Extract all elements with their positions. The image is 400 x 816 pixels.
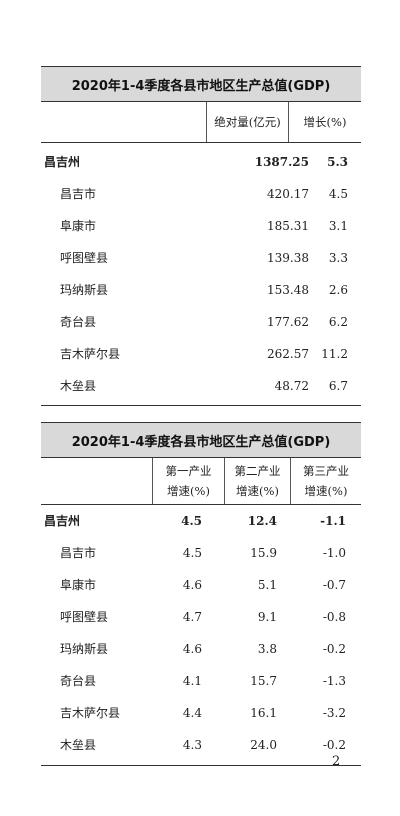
- table1-body: 昌吉州 1387.25 5.3 昌吉市 420.17 4.5 阜康市 185.31 3.1 呼图壁…: [41, 143, 361, 406]
- secondary-growth: 9.1: [257, 610, 277, 624]
- secondary-growth: 3.8: [257, 642, 277, 656]
- table-row: 阜康市 4.6 5.1 -0.7: [41, 569, 361, 601]
- header-divider: [224, 458, 225, 504]
- header-divider: [288, 102, 289, 142]
- secondary-growth: 15.7: [250, 674, 277, 688]
- region-name: 玛纳斯县: [60, 642, 109, 656]
- table-row: 木垒县 4.3 24.0 -0.2: [41, 729, 361, 761]
- region-name: 昌吉市: [60, 546, 97, 560]
- col-header-secondary: 第二产业 增速(%): [225, 458, 290, 504]
- tertiary-growth: -0.2: [322, 738, 346, 752]
- table-row: 昌吉州 4.5 12.4 -1.1: [41, 505, 361, 537]
- table-row: 呼图壁县 4.7 9.1 -0.8: [41, 601, 361, 633]
- growth-value: 2.6: [328, 283, 348, 297]
- region-name: 吉木萨尔县: [60, 706, 121, 720]
- table-row: 阜康市 185.31 3.1: [41, 210, 361, 242]
- absolute-value: 185.31: [267, 219, 309, 233]
- region-name: 吉木萨尔县: [60, 347, 121, 361]
- table1-header: 绝对量(亿元) 增长(%): [41, 102, 361, 143]
- region-name: 木垒县: [60, 379, 97, 393]
- table-row: 玛纳斯县 4.6 3.8 -0.2: [41, 633, 361, 665]
- absolute-value: 262.57: [267, 347, 309, 361]
- tertiary-growth: -0.2: [322, 642, 346, 656]
- table-row: 木垒县 48.72 6.7: [41, 370, 361, 402]
- region-name: 奇台县: [60, 315, 97, 329]
- primary-growth: 4.6: [182, 578, 202, 592]
- region-name: 昌吉州: [44, 514, 81, 528]
- table2-body: 昌吉州 4.5 12.4 -1.1 昌吉市 4.5 15.9 -1.0 阜康市 4.6 5.1 -0.…: [41, 505, 361, 766]
- primary-growth: 4.1: [182, 674, 202, 688]
- growth-value: 3.1: [328, 219, 348, 233]
- gdp-table-absolute: 2020年1-4季度各县市地区生产总值(GDP) 绝对量(亿元) 增长(%) 昌…: [41, 66, 361, 406]
- table2-header: 第一产业 增速(%) 第二产业 增速(%) 第三产业 增速(%): [41, 458, 361, 505]
- region-name: 阜康市: [60, 219, 97, 233]
- region-name: 玛纳斯县: [60, 283, 109, 297]
- table-row: 昌吉市 420.17 4.5: [41, 178, 361, 210]
- col-header-line: 增速(%): [304, 484, 348, 498]
- absolute-value: 420.17: [267, 187, 309, 201]
- col-header-line: 第三产业: [303, 464, 349, 478]
- col-header-growth: 增长(%): [303, 115, 347, 129]
- col-header-primary: 第一产业 增速(%): [153, 458, 224, 504]
- growth-value: 3.3: [328, 251, 348, 265]
- secondary-growth: 15.9: [250, 546, 277, 560]
- tertiary-growth: -3.2: [322, 706, 346, 720]
- region-name: 奇台县: [60, 674, 97, 688]
- region-name: 昌吉州: [44, 155, 81, 169]
- table-row: 奇台县 4.1 15.7 -1.3: [41, 665, 361, 697]
- absolute-value: 48.72: [274, 379, 309, 393]
- absolute-value: 139.38: [267, 251, 309, 265]
- table2-title: 2020年1-4季度各县市地区生产总值(GDP): [41, 422, 361, 458]
- table-row: 吉木萨尔县 4.4 16.1 -3.2: [41, 697, 361, 729]
- growth-value: 6.7: [328, 379, 348, 393]
- col-header-line: 增速(%): [236, 484, 279, 498]
- tertiary-growth: -1.1: [320, 514, 346, 528]
- tertiary-growth: -1.0: [322, 546, 346, 560]
- primary-growth: 4.6: [182, 642, 202, 656]
- primary-growth: 4.5: [181, 514, 202, 528]
- primary-growth: 4.4: [182, 706, 202, 720]
- region-name: 木垒县: [60, 738, 97, 752]
- secondary-growth: 16.1: [250, 706, 277, 720]
- col-header-line: 第一产业: [165, 464, 212, 478]
- absolute-value: 153.48: [267, 283, 309, 297]
- primary-growth: 4.3: [182, 738, 202, 752]
- primary-growth: 4.7: [182, 610, 202, 624]
- tertiary-growth: -0.7: [322, 578, 346, 592]
- primary-growth: 4.5: [182, 546, 202, 560]
- col-header-tertiary: 第三产业 增速(%): [291, 458, 361, 504]
- header-divider: [290, 458, 291, 504]
- table-row: 呼图壁县 139.38 3.3: [41, 242, 361, 274]
- header-divider: [152, 458, 153, 504]
- tertiary-growth: -0.8: [322, 610, 346, 624]
- gdp-table-industry-growth: 2020年1-4季度各县市地区生产总值(GDP) 第一产业 增速(%) 第二产业…: [41, 422, 361, 766]
- tertiary-growth: -1.3: [322, 674, 346, 688]
- absolute-value: 1387.25: [254, 155, 309, 169]
- table1-title: 2020年1-4季度各县市地区生产总值(GDP): [41, 66, 361, 102]
- secondary-growth: 12.4: [247, 514, 277, 528]
- absolute-value: 177.62: [267, 315, 309, 329]
- region-name: 呼图壁县: [60, 610, 109, 624]
- col-header-absolute: 绝对量(亿元): [214, 115, 281, 129]
- table-row: 奇台县 177.62 6.2: [41, 306, 361, 338]
- header-divider: [206, 102, 207, 142]
- table-row: 昌吉市 4.5 15.9 -1.0: [41, 537, 361, 569]
- growth-value: 11.2: [321, 347, 348, 361]
- table-row: 吉木萨尔县 262.57 11.2: [41, 338, 361, 370]
- growth-value: 4.5: [328, 187, 348, 201]
- region-name: 昌吉市: [60, 187, 97, 201]
- table-row: 昌吉州 1387.25 5.3: [41, 146, 361, 178]
- col-header-line: 第二产业: [234, 464, 281, 478]
- region-name: 阜康市: [60, 578, 97, 592]
- secondary-growth: 5.1: [257, 578, 277, 592]
- page-number: 2: [332, 754, 341, 769]
- table-row: 玛纳斯县 153.48 2.6: [41, 274, 361, 306]
- region-name: 呼图壁县: [60, 251, 109, 265]
- growth-value: 6.2: [328, 315, 348, 329]
- growth-value: 5.3: [327, 155, 348, 169]
- secondary-growth: 24.0: [250, 738, 277, 752]
- col-header-line: 增速(%): [167, 484, 210, 498]
